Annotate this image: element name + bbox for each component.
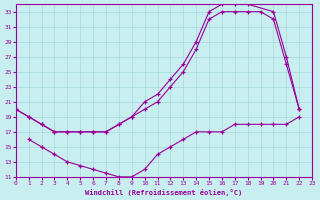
X-axis label: Windchill (Refroidissement éolien,°C): Windchill (Refroidissement éolien,°C) — [85, 189, 243, 196]
